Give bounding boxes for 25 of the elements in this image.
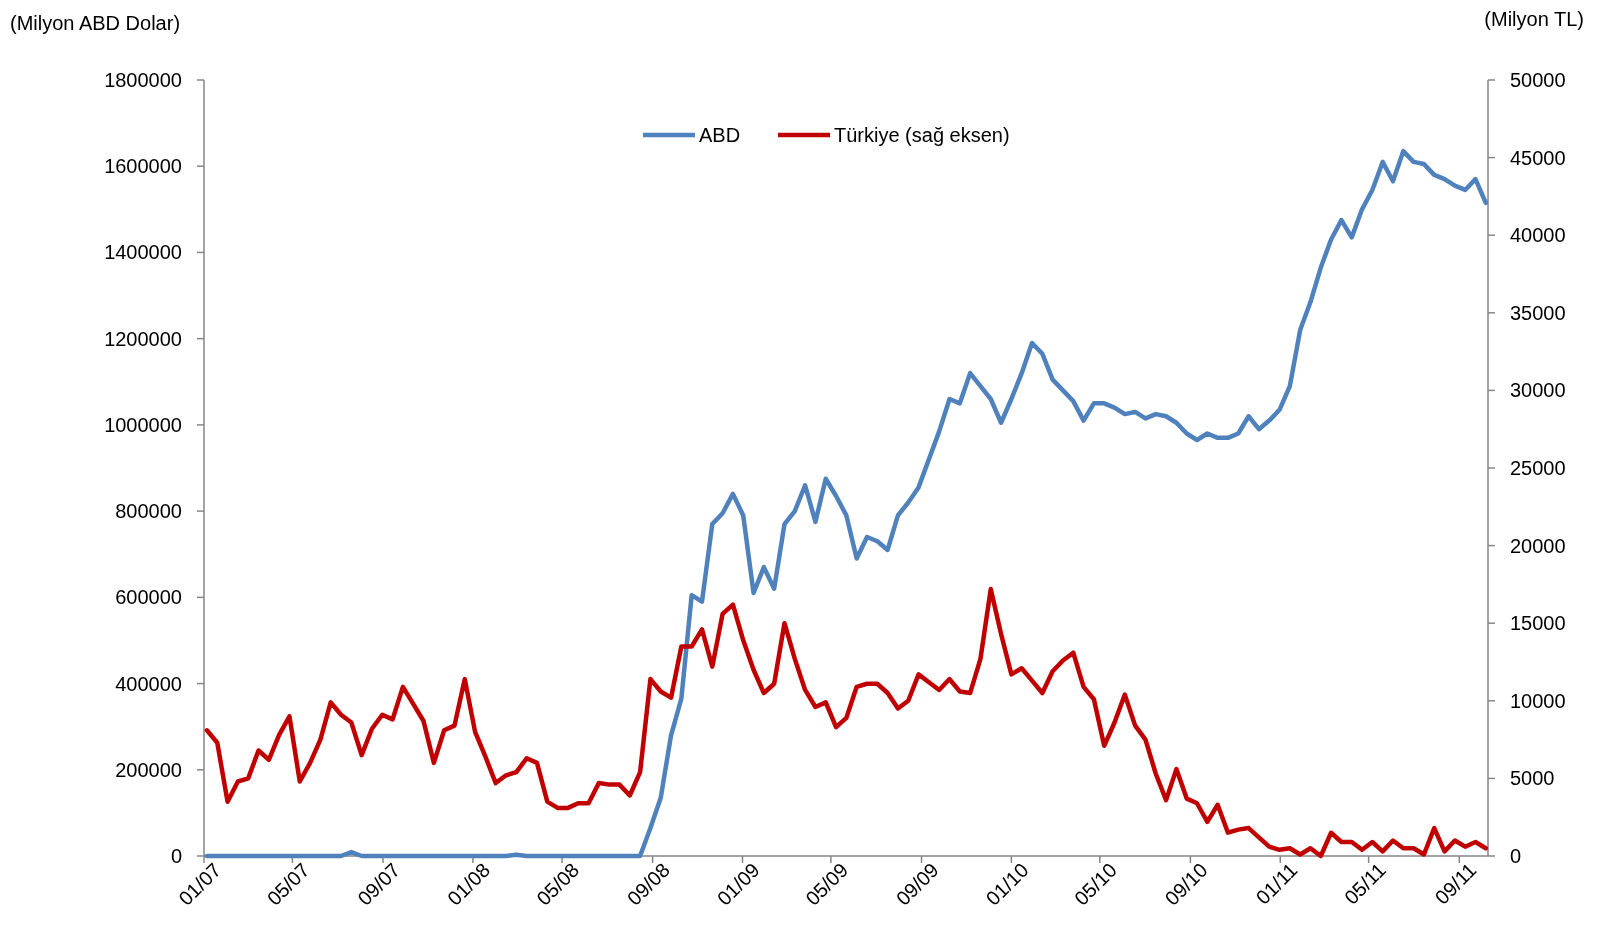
y2-axis-title: (Milyon TL) bbox=[1484, 8, 1584, 30]
y2-tick-label: 45000 bbox=[1510, 146, 1566, 169]
legend-label: Türkiye (sağ eksen) bbox=[834, 124, 1010, 146]
y-tick-label: 1800000 bbox=[104, 69, 182, 91]
y2-tick-label: 20000 bbox=[1510, 534, 1566, 557]
y-tick-label: 800000 bbox=[115, 500, 182, 523]
y2-tick-label: 10000 bbox=[1510, 689, 1566, 712]
y2-tick-label: 25000 bbox=[1510, 457, 1566, 479]
y2-tick-label: 35000 bbox=[1510, 301, 1566, 324]
y2-tick-label: 5000 bbox=[1510, 767, 1555, 790]
y-tick-label: 1600000 bbox=[104, 155, 182, 178]
y-tick-label: 200000 bbox=[115, 758, 182, 781]
y2-tick-label: 40000 bbox=[1510, 224, 1566, 247]
y-tick-label: 400000 bbox=[115, 672, 182, 695]
y2-tick-label: 30000 bbox=[1510, 379, 1566, 402]
y-tick-label: 1200000 bbox=[104, 327, 182, 350]
legend-label: ABD bbox=[699, 124, 741, 146]
y2-tick-label: 15000 bbox=[1510, 612, 1566, 635]
y-tick-label: 600000 bbox=[115, 586, 182, 609]
y2-tick-label: 0 bbox=[1510, 845, 1522, 867]
y2-tick-label: 50000 bbox=[1510, 69, 1566, 91]
y-tick-label: 0 bbox=[170, 845, 182, 867]
y-tick-label: 1400000 bbox=[104, 241, 182, 264]
y-tick-label: 1000000 bbox=[104, 413, 182, 436]
y-axis-title: (Milyon ABD Dolar) bbox=[10, 12, 181, 34]
